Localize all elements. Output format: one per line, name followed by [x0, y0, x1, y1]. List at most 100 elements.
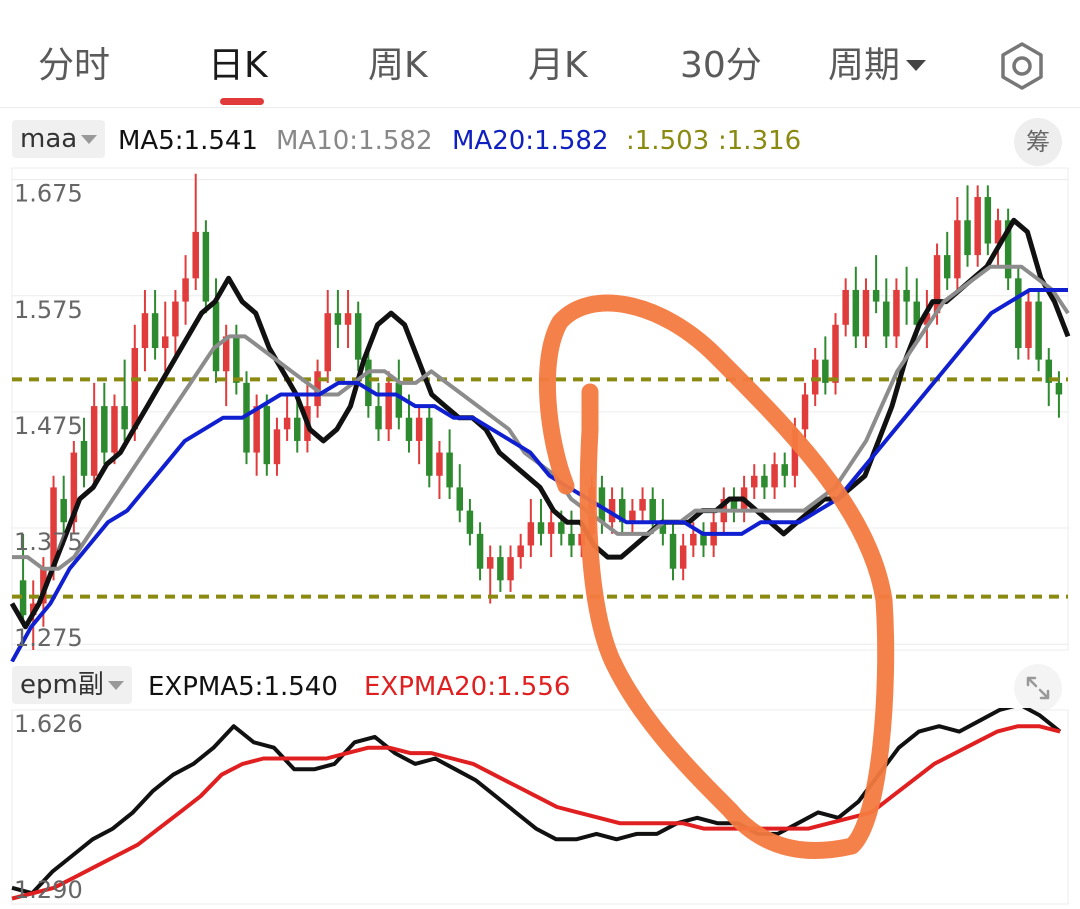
- candle-99: [1025, 289, 1032, 360]
- candle-42: [446, 429, 453, 500]
- candle-84: [872, 255, 880, 314]
- candle-40: [426, 406, 433, 488]
- candle-36: [385, 371, 392, 441]
- sub-indicator-selector[interactable]: epm副: [12, 666, 132, 704]
- legend-ma20: MA20:1.582: [452, 126, 609, 156]
- candle-39: [415, 406, 423, 465]
- tab-monthly-k[interactable]: 月K: [528, 45, 588, 86]
- candle-61: [639, 487, 646, 523]
- candle-85: [883, 278, 890, 349]
- candle-59: [618, 487, 626, 534]
- candle-52: [547, 510, 555, 558]
- candle-15: [172, 289, 179, 360]
- candle-97: [1004, 208, 1012, 290]
- candle-73: [761, 464, 768, 500]
- candle-14: [162, 301, 169, 372]
- candle-76: [791, 417, 799, 488]
- candle-77: [801, 382, 809, 441]
- candle-11: [131, 324, 139, 441]
- candle-86: [893, 278, 900, 349]
- candle-65: [679, 533, 687, 581]
- candle-60: [629, 499, 636, 534]
- price-tick-2: 1.475: [14, 412, 83, 440]
- candle-89: [923, 289, 931, 349]
- candle-100: [1035, 289, 1042, 372]
- series-ma5: [9, 217, 1071, 630]
- candle-44: [466, 499, 474, 546]
- candle-45: [476, 522, 484, 581]
- candle-41: [436, 440, 443, 500]
- candle-101: [1045, 348, 1053, 407]
- candle-22: [243, 371, 250, 465]
- expand-arrows-icon[interactable]: [1014, 664, 1062, 712]
- period-tab-bar: 分时 日K 周K 月K 30分 周期: [0, 0, 1080, 108]
- candle-75: [781, 452, 788, 488]
- candle-48: [507, 545, 514, 592]
- price-tick-1: 1.575: [14, 296, 83, 324]
- legend-expma20: EXPMA20:1.556: [364, 672, 571, 702]
- candlestick-chart[interactable]: 1.675 1.575 1.475 1.375 1.275: [0, 160, 1080, 662]
- candle-50: [527, 499, 535, 558]
- tab-timeshare[interactable]: 分时: [38, 45, 111, 86]
- candle-93: [964, 185, 971, 267]
- candle-9: [111, 394, 118, 465]
- candle-33: [354, 301, 362, 372]
- expma-chart[interactable]: 1.626 1.290: [0, 708, 1080, 908]
- tab-weekly-k[interactable]: 周K: [368, 45, 428, 86]
- candle-35: [375, 382, 382, 441]
- series-expma5: [11, 708, 1062, 896]
- candle-96: [994, 208, 1002, 267]
- series-expma20: [11, 724, 1061, 901]
- candle-87: [903, 266, 910, 325]
- price-tick-3: 1.375: [14, 528, 83, 556]
- tab-period-dropdown[interactable]: 周期: [828, 36, 927, 92]
- candle-31: [334, 289, 342, 349]
- main-indicator-selector[interactable]: maa: [12, 120, 106, 158]
- legend-expma5: EXPMA5:1.540: [148, 672, 338, 702]
- candle-72: [751, 464, 758, 500]
- candle-51: [537, 499, 545, 546]
- caret-down-icon: [81, 135, 98, 144]
- candle-8: [101, 382, 108, 465]
- candle-49: [517, 533, 524, 569]
- candle-24: [263, 394, 271, 476]
- candle-81: [842, 278, 849, 337]
- candle-16: [182, 255, 189, 325]
- legend-ma5: MA5:1.541: [118, 126, 258, 156]
- candle-83: [862, 278, 870, 349]
- candle-0: [19, 533, 27, 627]
- candle-34: [365, 348, 372, 418]
- tab-30min[interactable]: 30分: [680, 45, 762, 86]
- candle-70: [730, 487, 738, 523]
- expma-lines: [11, 708, 1062, 901]
- candle-12: [141, 289, 149, 372]
- sub-tick-bottom: 1.290: [14, 876, 83, 904]
- candle-98: [1015, 266, 1022, 360]
- candle-7: [90, 382, 98, 488]
- price-tick-0: 1.675: [14, 180, 83, 208]
- candle-92: [954, 197, 961, 290]
- candle-25: [273, 417, 281, 476]
- chip-distribution-button[interactable]: 筹: [1014, 118, 1062, 166]
- candle-30: [324, 289, 331, 383]
- candle-18: [202, 220, 210, 314]
- candle-79: [822, 336, 829, 395]
- caret-down-icon: [107, 681, 124, 690]
- candle-78: [811, 348, 819, 407]
- main-indicator-row: maa MA5:1.541 MA10:1.582 MA20:1.582 :1.5…: [0, 118, 1080, 162]
- candle-91: [943, 231, 951, 290]
- candle-74: [771, 452, 778, 500]
- candle-67: [700, 522, 707, 558]
- sub-tick-labels: 1.626 1.290: [14, 710, 83, 904]
- candle-6: [80, 417, 88, 488]
- chevron-down-icon: [906, 59, 927, 71]
- legend-ma10: MA10:1.582: [276, 126, 433, 156]
- candle-43: [456, 464, 464, 523]
- tab-daily-k[interactable]: 日K: [208, 45, 268, 86]
- sub-indicator-row: epm副 EXPMA5:1.540 EXPMA20:1.556: [0, 664, 1080, 708]
- hexagon-gear-icon[interactable]: [996, 40, 1048, 92]
- candle-13: [151, 289, 159, 360]
- legend-level-high: :1.503: [626, 126, 710, 156]
- active-tab-indicator: [220, 98, 264, 105]
- candle-95: [984, 185, 992, 256]
